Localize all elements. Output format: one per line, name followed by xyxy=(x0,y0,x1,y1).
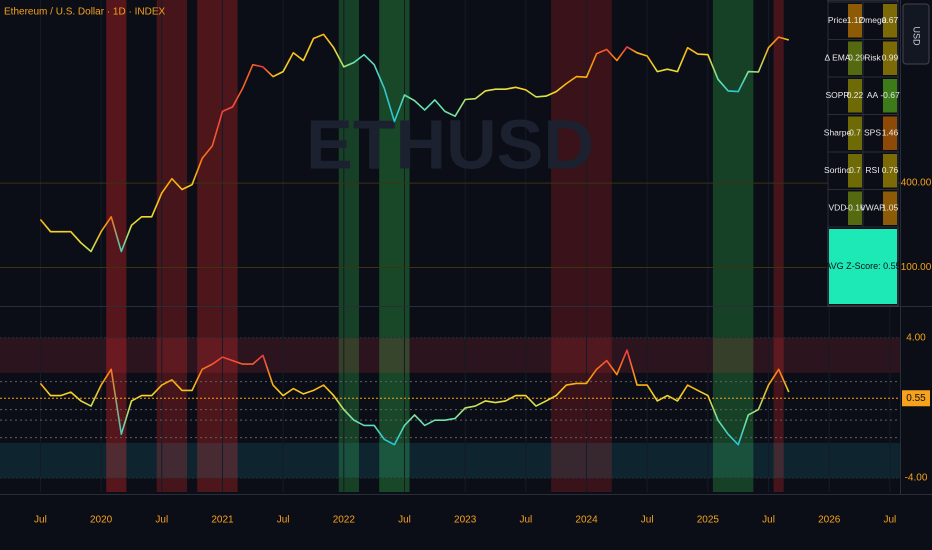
x-tick-label: Jul xyxy=(398,515,411,526)
table-value: -0.67 xyxy=(880,90,900,100)
table-value-bg xyxy=(883,79,897,113)
table-value-bg xyxy=(883,154,897,188)
watermark: ETHUSD xyxy=(306,105,594,183)
table-value: 0.99 xyxy=(882,53,899,63)
y-tick-label: 100.00 xyxy=(901,262,932,273)
x-tick-label: Jul xyxy=(883,515,896,526)
table-label: AA xyxy=(867,90,879,100)
currency-label[interactable]: USD xyxy=(912,26,922,46)
table-label: SOPR xyxy=(825,90,849,100)
shaded-range xyxy=(338,0,359,492)
table-footer-bg xyxy=(829,229,897,304)
zone xyxy=(0,442,900,478)
table-footer: AVG Z-Score: 0.55 xyxy=(825,261,900,271)
table-value: -0.16 xyxy=(845,203,865,213)
table-value-bg xyxy=(848,191,862,225)
chart-title: Ethereum / U.S. Dollar · 1D · INDEX xyxy=(4,7,165,18)
zone xyxy=(0,337,900,373)
y-tick-label: 400.00 xyxy=(901,178,932,189)
shaded-range xyxy=(379,0,410,492)
shaded-range xyxy=(156,0,188,492)
table-value-bg xyxy=(848,79,862,113)
table-label: Omega xyxy=(859,15,887,25)
table-value-bg xyxy=(883,4,897,38)
shaded-range xyxy=(773,0,784,492)
table-value-bg xyxy=(883,116,897,150)
table-value: 0.7 xyxy=(849,165,861,175)
table-value: 1.05 xyxy=(882,203,899,213)
table-value: 0.7 xyxy=(849,128,861,138)
table-value-bg xyxy=(848,154,862,188)
table-label: Δ EMA xyxy=(825,53,851,63)
table-label: VWAP xyxy=(860,203,885,213)
x-tick-label: 2021 xyxy=(211,515,234,526)
table-value-bg xyxy=(883,191,897,225)
x-tick-label: 2026 xyxy=(818,515,841,526)
series-line xyxy=(39,349,790,446)
table-value: -0.29 xyxy=(845,53,865,63)
current-label: 0.55 xyxy=(906,393,926,404)
table-value: 0.67 xyxy=(882,15,899,25)
table-value: 0.76 xyxy=(882,165,899,175)
y-tick-label: 4.00 xyxy=(906,332,926,343)
shaded-range xyxy=(197,0,238,492)
x-tick-label: 2022 xyxy=(333,515,356,526)
x-tick-label: 2023 xyxy=(454,515,477,526)
x-tick-label: Jul xyxy=(641,515,654,526)
x-tick-label: Jul xyxy=(762,515,775,526)
x-tick-label: Jul xyxy=(277,515,290,526)
table-value: 0.22 xyxy=(847,90,864,100)
table-cell-border xyxy=(862,189,899,228)
table-label: Sortino xyxy=(824,165,851,175)
table-value-bg xyxy=(848,116,862,150)
x-tick-label: Jul xyxy=(155,515,168,526)
table-value: 1.12 xyxy=(847,15,864,25)
x-tick-label: Jul xyxy=(519,515,532,526)
table-value: 1.46 xyxy=(882,128,899,138)
table-label: Sharpe xyxy=(824,128,852,138)
current-label-box xyxy=(902,390,930,407)
table-label: VDD xyxy=(829,203,847,213)
x-tick-label: 2024 xyxy=(575,515,598,526)
x-tick-label: 2020 xyxy=(90,515,113,526)
table-label: Risk xyxy=(864,53,881,63)
x-tick-label: 2025 xyxy=(697,515,720,526)
table-label: Price xyxy=(828,15,848,25)
table-label: SPS xyxy=(864,128,881,138)
table-value-bg xyxy=(883,41,897,75)
y-tick-label: -4.00 xyxy=(905,473,928,484)
table-value-bg xyxy=(848,41,862,75)
currency-button[interactable] xyxy=(902,3,930,65)
series-line xyxy=(39,33,790,253)
shaded-range xyxy=(551,0,612,492)
x-tick-label: Jul xyxy=(34,515,47,526)
table-label: RSI xyxy=(865,165,879,175)
table-value-bg xyxy=(848,4,862,38)
